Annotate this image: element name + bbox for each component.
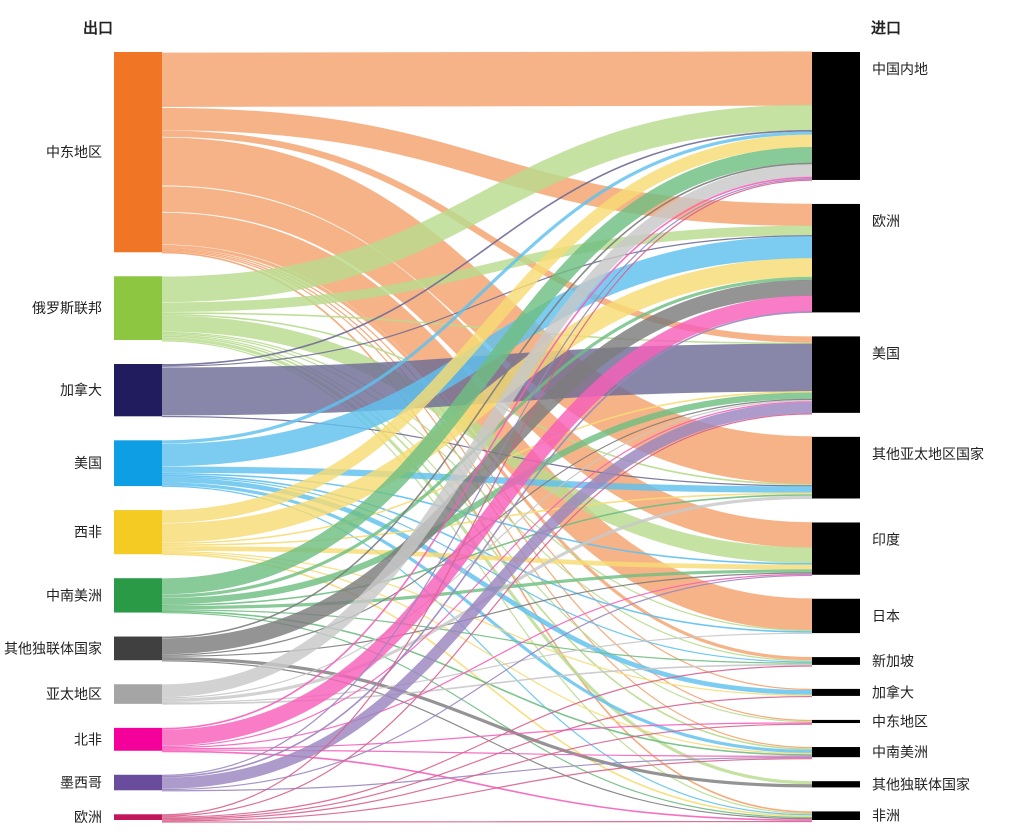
flow-ap-to-us <box>161 400 813 699</box>
flow-mx-to-eu <box>161 311 813 778</box>
right-label-cn: 中国内地 <box>872 61 928 77</box>
left-node-eu <box>114 814 162 820</box>
flow-mx-to-cn <box>161 178 813 776</box>
flow-us-to-af <box>161 485 813 816</box>
flow-cis-to-af <box>161 660 813 820</box>
flow-mx-to-us <box>161 402 813 789</box>
import-header: 进口 <box>871 20 901 37</box>
flow-us-to-cn <box>161 131 813 444</box>
left-label-na: 北非 <box>74 731 102 747</box>
right-label-cis: 其他独联体国家 <box>872 776 970 792</box>
flow-sa-to-cn <box>161 146 813 595</box>
flow-mx-to-sa <box>161 756 813 792</box>
left-node-mx <box>114 774 162 791</box>
right-label-sa: 中南美洲 <box>872 744 928 760</box>
right-label-ca: 加拿大 <box>872 684 914 700</box>
flow-na-to-in <box>161 573 813 749</box>
left-node-us <box>114 440 162 487</box>
labels-group: 中东地区俄罗斯联邦加拿大美国西非中南美洲其他独联体国家亚太地区北非墨西哥欧洲中国… <box>4 61 984 825</box>
flow-me-to-cn <box>161 51 813 107</box>
flow-na-to-sa <box>161 749 813 757</box>
flow-me-to-oap <box>161 137 813 485</box>
flow-wa-to-cn <box>161 134 813 524</box>
right-node-in <box>812 522 860 575</box>
flow-mx-to-in <box>161 574 813 791</box>
flows-group <box>161 51 813 823</box>
right-label-eu: 欧洲 <box>872 213 900 229</box>
flow-us-to-eu <box>161 236 813 467</box>
right-node-me <box>812 719 860 724</box>
left-node-sa <box>114 578 162 613</box>
flow-us-to-jp <box>161 474 813 633</box>
right-label-af: 非洲 <box>872 808 900 824</box>
flow-cis-to-eu <box>161 279 813 655</box>
flow-ru-to-cis <box>161 337 813 785</box>
flow-ca-to-oap <box>161 415 813 487</box>
flow-eu-to-af <box>161 820 813 823</box>
left-node-ru <box>114 276 162 340</box>
left-label-wa: 西非 <box>74 524 102 540</box>
left-label-me: 中东地区 <box>46 144 102 160</box>
right-node-cn <box>812 52 860 180</box>
export-header: 出口 <box>83 19 113 37</box>
right-node-cis <box>812 781 860 788</box>
flow-ap-to-sg <box>161 663 813 705</box>
left-node-wa <box>114 510 162 555</box>
left-label-ap: 亚太地区 <box>46 686 102 702</box>
flow-me-to-eu <box>161 107 813 227</box>
flow-eu-to-me <box>161 723 813 821</box>
flow-us-to-sg <box>161 476 813 663</box>
left-node-ap <box>114 684 162 704</box>
flow-eu-to-sg <box>161 665 813 818</box>
right-node-af <box>812 811 860 820</box>
flow-eu-to-sa <box>161 758 813 822</box>
flow-na-to-me <box>161 722 813 750</box>
flow-wa-to-in <box>161 546 813 570</box>
flow-ca-to-eu <box>161 235 813 367</box>
flow-ru-to-cn <box>161 104 813 303</box>
right-node-jp <box>812 598 860 634</box>
right-label-jp: 日本 <box>872 608 900 624</box>
left-label-sa: 中南美洲 <box>46 587 102 603</box>
right-label-oap: 其他亚太地区国家 <box>872 446 984 462</box>
flow-sa-to-oap <box>161 494 813 606</box>
left-node-ca <box>114 364 162 417</box>
right-node-sa <box>812 747 860 758</box>
left-label-mx: 墨西哥 <box>60 775 102 791</box>
right-node-eu <box>812 203 860 313</box>
right-label-us: 美国 <box>872 345 900 361</box>
right-node-oap <box>812 436 860 499</box>
flow-ru-to-eu <box>161 225 813 313</box>
left-node-cis <box>114 636 162 661</box>
left-node-na <box>114 727 162 751</box>
flow-na-to-us <box>161 401 813 748</box>
left-label-ru: 俄罗斯联邦 <box>32 300 102 316</box>
flow-us-to-oap <box>161 466 813 493</box>
right-label-in: 印度 <box>872 531 900 547</box>
left-label-ca: 加拿大 <box>60 382 102 398</box>
flow-na-to-cn <box>161 176 813 730</box>
right-node-us <box>812 336 860 413</box>
flow-eu-to-us <box>161 413 813 817</box>
flow-na-to-af <box>161 750 813 821</box>
left-label-us: 美国 <box>74 455 102 471</box>
flow-sa-to-sg <box>161 609 813 664</box>
nodes-group <box>114 52 860 820</box>
flow-na-to-eu <box>161 295 813 746</box>
right-label-sg: 新加坡 <box>872 653 914 669</box>
right-label-me: 中东地区 <box>872 713 928 729</box>
flow-cis-to-cn <box>161 162 813 639</box>
left-label-eu: 欧洲 <box>74 809 102 825</box>
right-node-ca <box>812 688 860 696</box>
flow-eu-to-ca <box>161 695 813 820</box>
flow-ap-to-cn <box>161 164 813 698</box>
right-node-sg <box>812 657 860 665</box>
flow-ca-to-cn <box>161 130 813 366</box>
left-node-me <box>114 52 162 253</box>
flow-eu-to-cn <box>161 179 813 816</box>
left-label-cis: 其他独联体国家 <box>4 640 102 656</box>
